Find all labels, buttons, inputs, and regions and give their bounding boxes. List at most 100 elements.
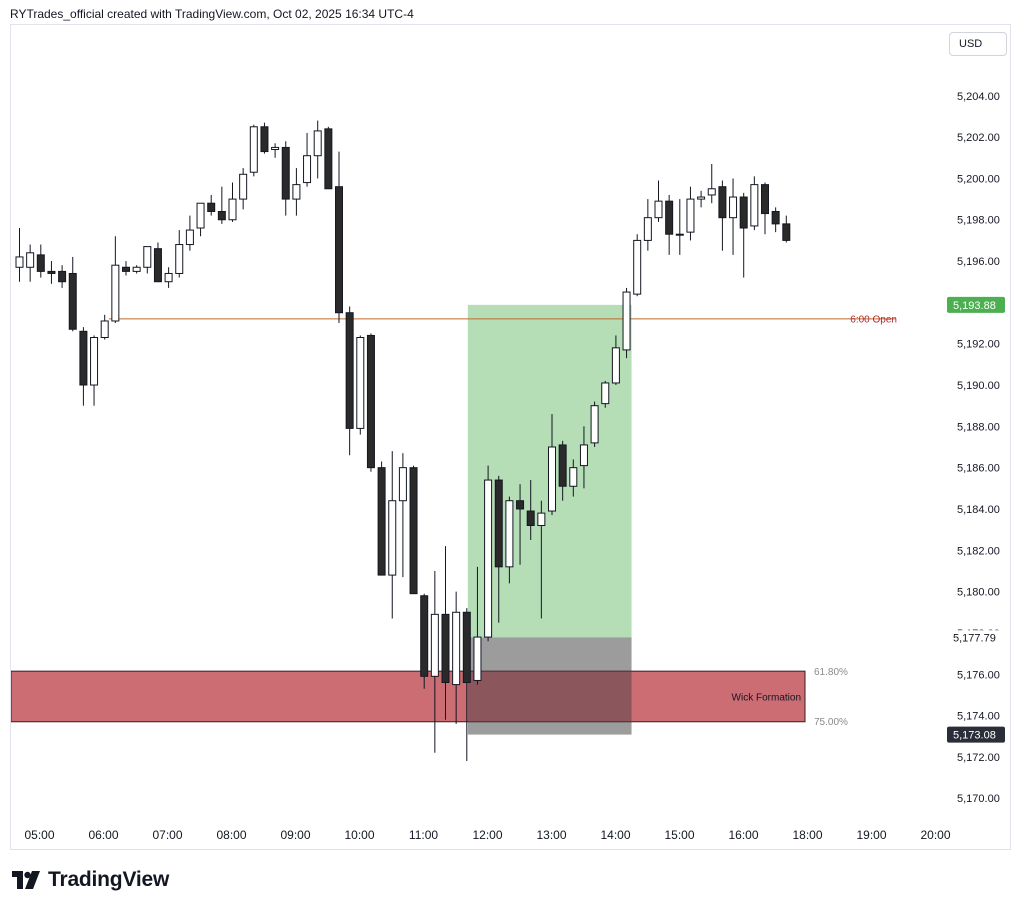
x-tick-label: 06:00: [88, 828, 118, 842]
candle-body: [633, 239, 642, 295]
candle[interactable]: [750, 176, 759, 231]
y-tick-label: 5,202.00: [957, 132, 1000, 144]
candle[interactable]: [122, 261, 130, 276]
candle-body: [335, 186, 343, 314]
candle[interactable]: [356, 335, 365, 435]
candle[interactable]: [111, 236, 120, 324]
candle[interactable]: [79, 327, 88, 406]
candle-body: [122, 266, 130, 272]
candle[interactable]: [782, 215, 791, 243]
candle[interactable]: [90, 335, 99, 406]
candle[interactable]: [473, 566, 482, 685]
candle[interactable]: [505, 496, 514, 584]
candle[interactable]: [558, 440, 567, 501]
candle-body: [132, 266, 141, 272]
candle[interactable]: [569, 459, 578, 497]
candle[interactable]: [303, 132, 312, 187]
candle[interactable]: [675, 199, 684, 255]
candle-body: [505, 500, 514, 568]
candle[interactable]: [462, 608, 471, 762]
candle[interactable]: [345, 306, 354, 456]
candle-body: [292, 184, 301, 200]
candle[interactable]: [324, 126, 333, 190]
candle[interactable]: [452, 591, 461, 724]
candle[interactable]: [132, 265, 141, 274]
candle[interactable]: [143, 246, 152, 274]
candle[interactable]: [697, 190, 706, 208]
candle[interactable]: [548, 413, 556, 516]
candlestick-chart[interactable]: 61.80% 75.00% Wick Formation 6:00 Open 5,20…: [11, 25, 1010, 849]
candle[interactable]: [611, 335, 620, 386]
candle[interactable]: [388, 451, 397, 619]
candle[interactable]: [68, 256, 77, 332]
candle[interactable]: [58, 265, 67, 288]
candle-body: [739, 196, 748, 229]
candle[interactable]: [26, 244, 35, 282]
candle[interactable]: [441, 546, 450, 720]
candle[interactable]: [292, 168, 301, 216]
candle[interactable]: [228, 182, 237, 222]
candle[interactable]: [377, 461, 386, 576]
candle[interactable]: [590, 401, 599, 447]
candle[interactable]: [739, 192, 748, 278]
candle[interactable]: [686, 186, 695, 241]
candle[interactable]: [633, 234, 642, 297]
candle[interactable]: [494, 475, 503, 623]
chart-attribution: RYTrades_official created with TradingVi…: [10, 7, 414, 21]
candle[interactable]: [516, 484, 525, 565]
candle[interactable]: [185, 215, 194, 251]
y-tick-label: 5,198.00: [957, 215, 1000, 227]
x-tick-label: 09:00: [280, 828, 310, 842]
candle[interactable]: [643, 199, 652, 251]
candle-body: [675, 233, 684, 236]
candle[interactable]: [281, 141, 290, 216]
candle[interactable]: [313, 120, 322, 179]
candle[interactable]: [398, 453, 407, 578]
candle[interactable]: [654, 180, 663, 222]
candle[interactable]: [335, 151, 343, 324]
candle-body: [537, 512, 546, 527]
candle-body: [558, 444, 567, 487]
candle-body: [601, 382, 610, 405]
candle[interactable]: [537, 500, 546, 619]
candle[interactable]: [409, 465, 418, 595]
candle[interactable]: [707, 163, 716, 204]
candle[interactable]: [175, 230, 184, 278]
candle[interactable]: [601, 380, 610, 408]
candle[interactable]: [718, 180, 727, 251]
candle[interactable]: [665, 194, 674, 255]
candle[interactable]: [771, 207, 780, 233]
candle[interactable]: [207, 194, 216, 216]
candle[interactable]: [271, 143, 280, 158]
candle[interactable]: [36, 244, 45, 278]
candle-body: [324, 128, 333, 190]
candle[interactable]: [430, 570, 439, 753]
currency-selector[interactable]: USD: [949, 32, 1007, 56]
candle[interactable]: [260, 122, 269, 154]
candle[interactable]: [249, 124, 258, 177]
candle[interactable]: [420, 593, 429, 689]
y-tick-label: 5,200.00: [957, 173, 1000, 185]
candle-body: [100, 320, 109, 339]
candle-body: [516, 500, 525, 510]
candle[interactable]: [164, 267, 173, 288]
candle[interactable]: [217, 186, 226, 224]
candle[interactable]: [47, 261, 56, 284]
x-tick-label: 07:00: [152, 828, 182, 842]
candle[interactable]: [196, 202, 205, 237]
candle[interactable]: [100, 314, 109, 340]
wick-formation-zone[interactable]: [11, 670, 806, 723]
candle[interactable]: [622, 287, 631, 359]
tradingview-logo[interactable]: TradingView: [12, 866, 169, 894]
candle[interactable]: [761, 182, 769, 235]
candle[interactable]: [526, 480, 535, 540]
candle[interactable]: [366, 333, 375, 472]
candle-body: [569, 467, 578, 487]
candle[interactable]: [729, 178, 738, 255]
candle[interactable]: [579, 426, 588, 489]
candle[interactable]: [484, 465, 493, 642]
candle[interactable]: [15, 228, 24, 282]
candle-body: [452, 611, 461, 686]
candle[interactable]: [239, 168, 248, 210]
candle[interactable]: [153, 242, 162, 283]
